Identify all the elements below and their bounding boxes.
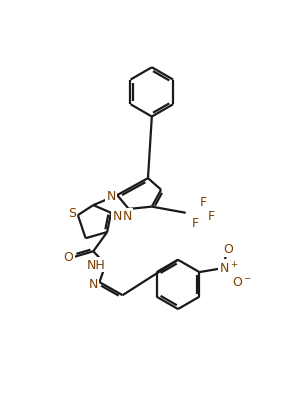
- Text: NH: NH: [87, 258, 106, 271]
- Text: N: N: [122, 210, 132, 223]
- Text: N: N: [113, 210, 122, 223]
- Text: F: F: [208, 209, 215, 222]
- Text: O: O: [64, 251, 74, 263]
- Text: N: N: [89, 277, 98, 290]
- Text: N$^+$: N$^+$: [219, 261, 238, 276]
- Text: O: O: [223, 243, 233, 256]
- Text: N: N: [106, 189, 116, 202]
- Text: F: F: [192, 217, 199, 230]
- Text: F: F: [200, 195, 207, 208]
- Text: S: S: [68, 206, 76, 219]
- Text: O$^-$: O$^-$: [233, 275, 252, 288]
